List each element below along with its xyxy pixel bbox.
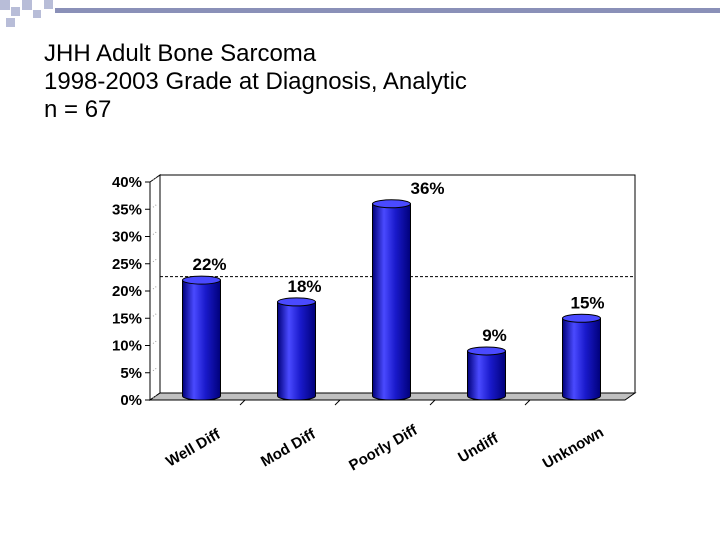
bar-5 — [563, 314, 601, 400]
bar-body — [373, 204, 411, 400]
x-tick-mark — [240, 400, 245, 405]
bar-cap — [563, 314, 601, 322]
y-tick-label: 20% — [112, 283, 142, 300]
y-tick-label: 30% — [112, 229, 142, 246]
x-tick-mark — [335, 400, 340, 405]
y-tick-label: 15% — [112, 310, 142, 327]
bar-cap — [468, 347, 506, 355]
bar-body — [468, 351, 506, 400]
bar-cap — [373, 200, 411, 208]
y-tick-label: 35% — [112, 201, 142, 218]
x-tick-label: Unknown — [540, 424, 607, 472]
bar-body — [563, 318, 601, 400]
bar-3 — [373, 200, 411, 400]
bar-body — [278, 302, 316, 400]
x-tick-label: Well Diff — [163, 425, 224, 470]
y-tick-label: 10% — [112, 338, 142, 355]
bar-cap — [183, 276, 221, 284]
x-tick-label: Poorly Diff — [346, 421, 421, 474]
y-tick-label: 5% — [120, 365, 142, 382]
y-tick-label: 25% — [112, 256, 142, 273]
data-label: 36% — [410, 179, 444, 198]
x-tick-mark — [525, 400, 530, 405]
data-label: 22% — [192, 255, 226, 274]
data-label: 15% — [570, 293, 604, 312]
bar-cap — [278, 298, 316, 306]
bar-4 — [468, 347, 506, 400]
x-tick-mark — [430, 400, 435, 405]
bar-2 — [278, 298, 316, 400]
data-label: 9% — [482, 326, 507, 345]
x-tick-label: Undiff — [455, 429, 502, 466]
plot-side-wall — [150, 175, 160, 400]
y-tick-label: 40% — [112, 174, 142, 191]
data-label: 18% — [287, 277, 321, 296]
x-tick-label: Mod Diff — [258, 425, 319, 470]
bar-body — [183, 280, 221, 400]
y-tick-label: 0% — [120, 392, 142, 409]
bar-1 — [183, 276, 221, 400]
